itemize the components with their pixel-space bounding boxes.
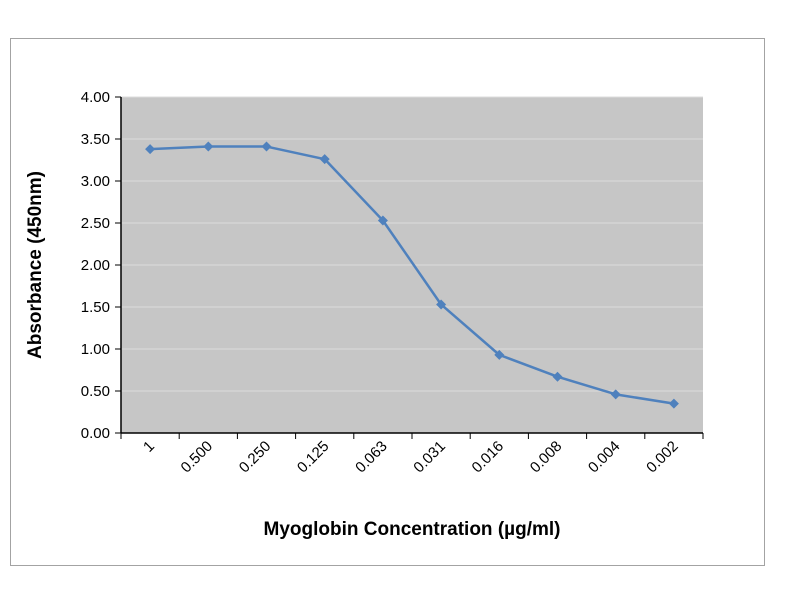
x-tick-label: 0.002	[643, 438, 682, 477]
x-tick-label: 0.125	[294, 438, 333, 477]
y-tick-label: 3.00	[81, 173, 110, 190]
y-tick-label: 1.00	[81, 341, 110, 358]
data-point-marker	[552, 371, 563, 382]
data-point-marker	[494, 349, 505, 360]
data-point-marker	[203, 141, 214, 152]
data-point-marker	[436, 299, 447, 310]
data-point-marker	[319, 154, 330, 165]
x-tick-label: 1	[140, 438, 158, 456]
series-line	[150, 145, 675, 405]
x-tick-label: 0.016	[469, 438, 508, 477]
y-tick-label: 2.50	[81, 215, 110, 232]
y-tick-label: 0.00	[81, 425, 110, 442]
data-point-marker	[145, 144, 156, 155]
y-tick-label: 0.50	[81, 383, 110, 400]
y-axis-title: Absorbance (450nm)	[25, 171, 46, 359]
x-tick-label: 0.008	[527, 438, 566, 477]
y-tick-label: 1.50	[81, 299, 110, 316]
data-point-marker	[377, 215, 388, 226]
plot-layer: 0.00 0.50 1.00 1.50 2.00 2.50 3.00 3.50 4.00 1 0.5…	[81, 89, 704, 477]
x-tick-label: 0.004	[585, 438, 624, 477]
x-axis-title: Myoglobin Concentration (µg/ml)	[264, 519, 561, 540]
data-point-marker	[610, 389, 621, 400]
y-tick-label: 3.50	[81, 131, 110, 148]
data-point-marker	[668, 398, 679, 409]
x-tick-label: 0.031	[410, 438, 449, 477]
x-tick-label: 0.250	[236, 438, 275, 477]
x-tick-label: 0.500	[178, 438, 217, 477]
myoglobin-standard-curve-chart: 0.00 0.50 1.00 1.50 2.00 2.50 3.00 3.50 4.00 1 0.5…	[25, 89, 704, 540]
chart-figure: 0.00 0.50 1.00 1.50 2.00 2.50 3.00 3.50 4.00 1 0.5…	[10, 38, 765, 566]
y-tick-label: 2.00	[81, 257, 110, 274]
y-tick-label: 4.00	[81, 89, 110, 106]
x-tick-label: 0.063	[352, 438, 391, 477]
data-point-marker	[261, 141, 272, 152]
